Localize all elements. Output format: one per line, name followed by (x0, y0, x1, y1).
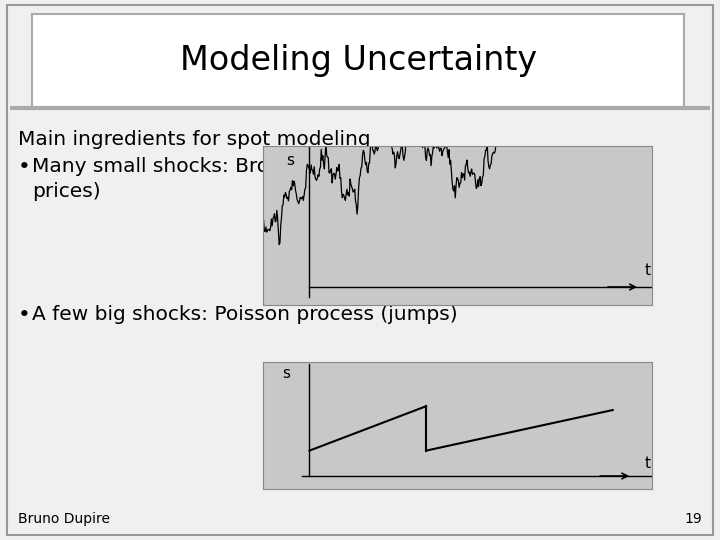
Text: t: t (644, 456, 651, 471)
Text: •: • (18, 305, 31, 325)
Text: Bruno Dupire: Bruno Dupire (18, 512, 110, 526)
Text: •: • (18, 157, 31, 177)
Text: t: t (644, 262, 651, 278)
Text: Many small shocks: Brownian Motion (continuous: Many small shocks: Brownian Motion (cont… (32, 157, 529, 176)
Text: s: s (286, 153, 294, 168)
Text: prices): prices) (32, 182, 101, 201)
Text: Main ingredients for spot modeling: Main ingredients for spot modeling (18, 130, 371, 149)
Text: s: s (282, 366, 290, 381)
Text: Modeling Uncertainty: Modeling Uncertainty (179, 44, 537, 77)
Text: 19: 19 (684, 512, 702, 526)
Text: A few big shocks: Poisson process (jumps): A few big shocks: Poisson process (jumps… (32, 305, 458, 324)
